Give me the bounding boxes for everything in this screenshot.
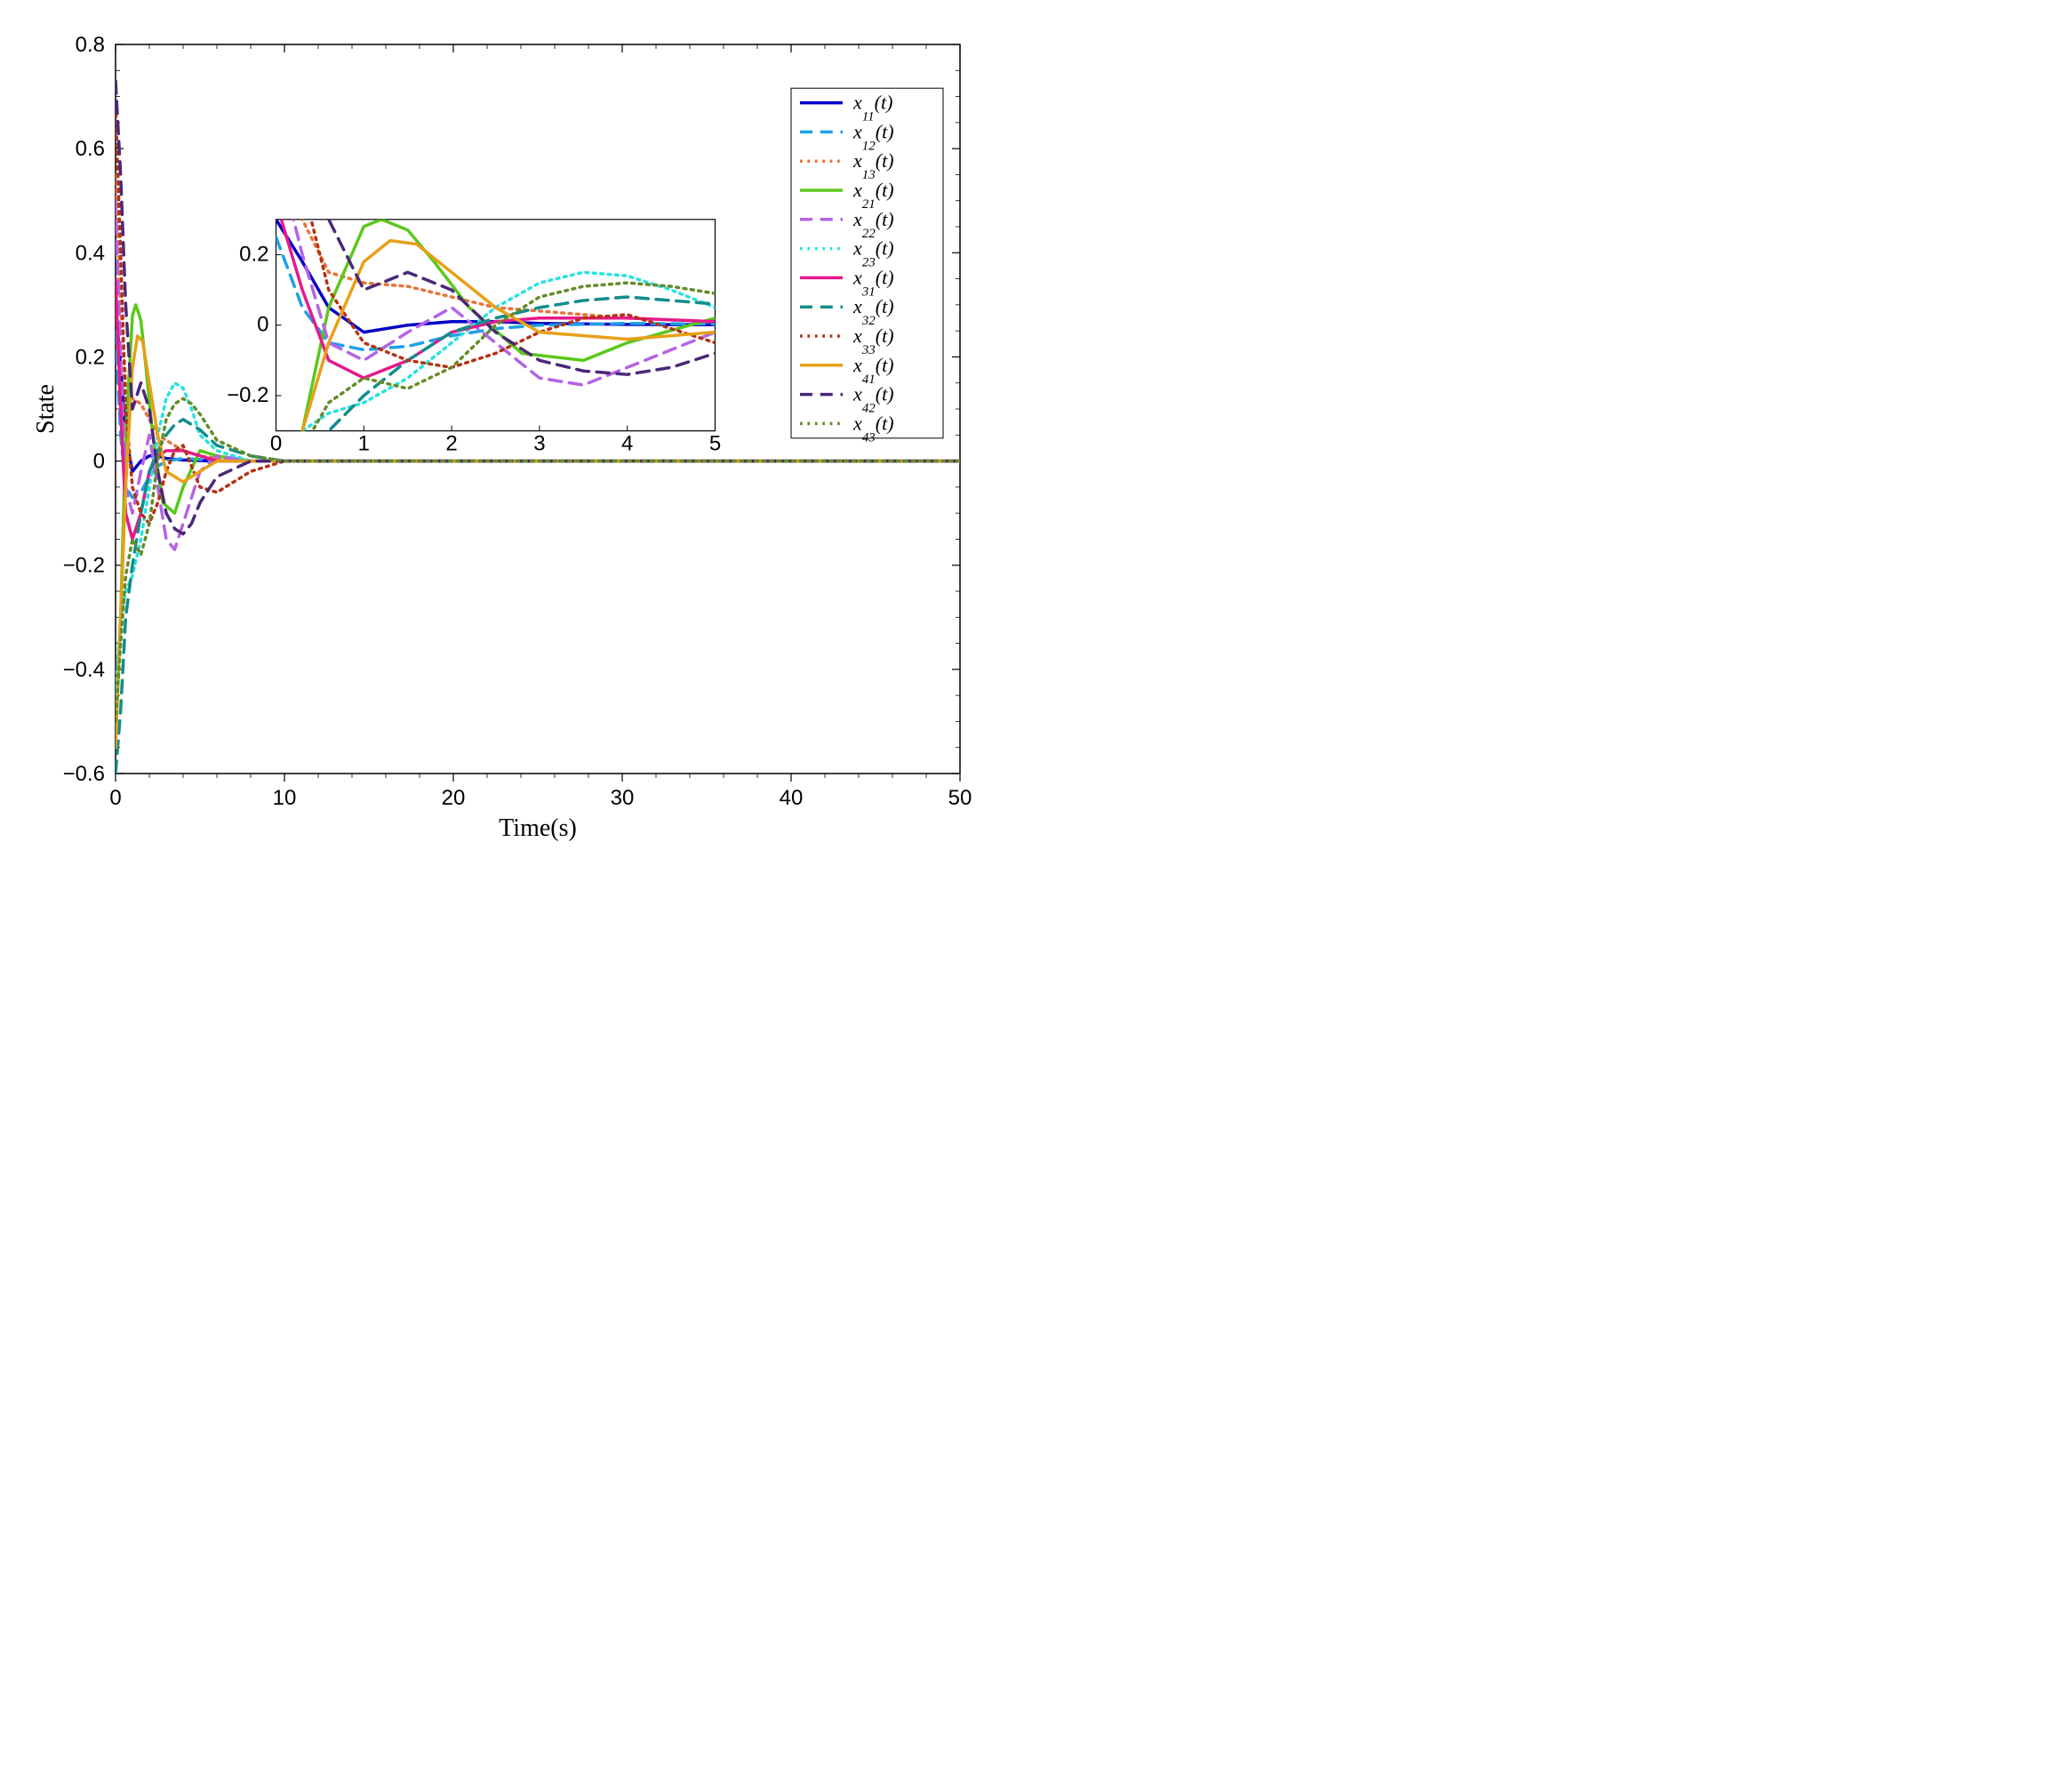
y-tick-label: −0.6: [63, 762, 105, 786]
x-tick-label: 40: [780, 786, 804, 810]
inset-y-tick: 0: [257, 313, 268, 337]
y-tick-label: 0: [93, 450, 105, 474]
y-axis-label: State: [32, 384, 60, 434]
y-tick-label: −0.4: [63, 658, 105, 682]
inset-x-tick: 2: [445, 432, 457, 456]
series-x32: [116, 420, 960, 774]
y-tick-label: 0.4: [76, 241, 105, 265]
inset-y-tick: 0.2: [239, 242, 268, 266]
x-tick-label: 30: [611, 786, 635, 810]
y-tick-label: −0.2: [63, 554, 105, 578]
x-tick-label: 50: [948, 786, 972, 810]
main-chart-svg: 01020304050−0.6−0.4−0.200.20.40.60.8Time…: [18, 18, 996, 854]
y-tick-label: 0.6: [76, 137, 105, 161]
x-tick-label: 0: [109, 786, 121, 810]
x-tick-label: 10: [273, 786, 297, 810]
x-axis-label: Time(s): [499, 814, 577, 842]
y-tick-label: 0.8: [76, 33, 105, 57]
inset-x-tick: 5: [709, 432, 721, 456]
inset-x-tick: 1: [358, 432, 370, 456]
inset-x-tick: 4: [621, 432, 633, 456]
y-tick-label: 0.2: [76, 345, 105, 369]
x-tick-label: 20: [442, 786, 466, 810]
inset-x-tick: 0: [270, 432, 282, 456]
inset-x-tick: 3: [533, 432, 545, 456]
inset-y-tick: −0.2: [227, 383, 268, 407]
chart-container: 01020304050−0.6−0.4−0.200.20.40.60.8Time…: [18, 18, 996, 854]
